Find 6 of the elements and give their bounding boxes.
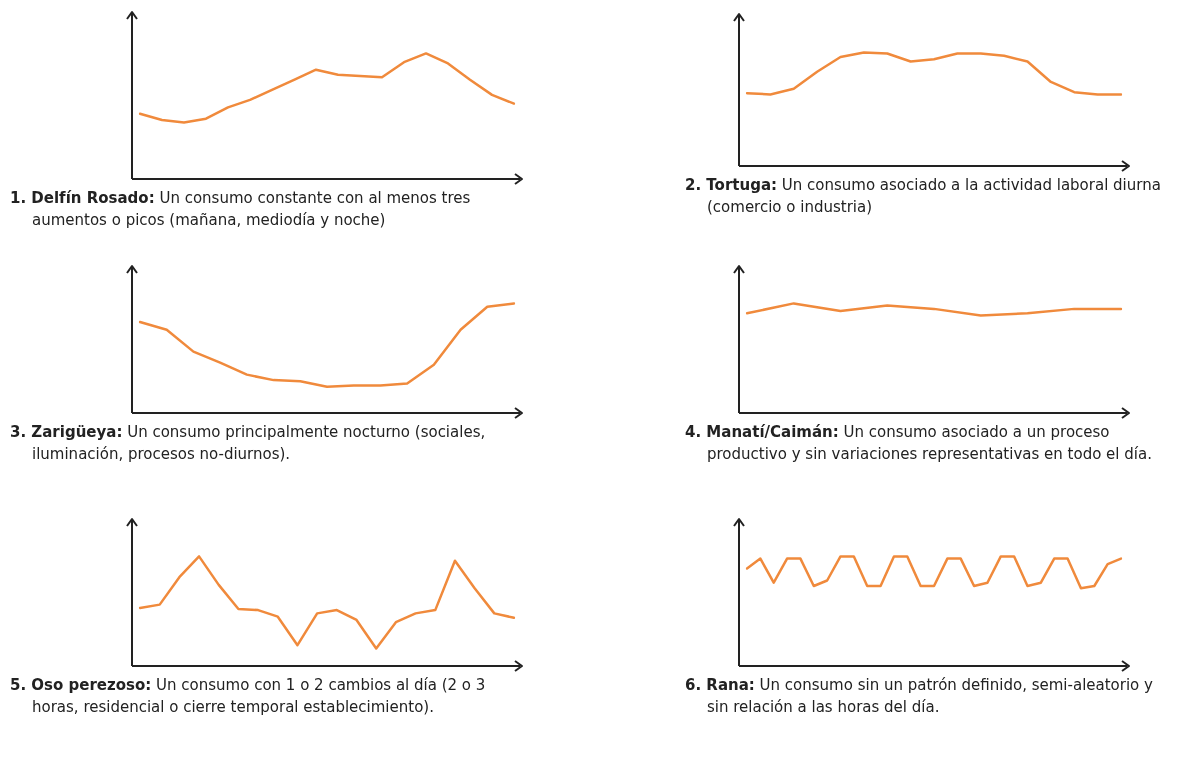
text: 3. Zarigüeya: bbox=[10, 423, 123, 441]
text: 6. Rana: bbox=[685, 676, 755, 694]
text: 1. Delfín Rosado: bbox=[10, 189, 155, 207]
text: 2. Tortuga: bbox=[685, 176, 778, 194]
text: 4. Manatí/Caimán: bbox=[685, 423, 839, 441]
text: 5. Oso perezoso: bbox=[10, 676, 152, 694]
